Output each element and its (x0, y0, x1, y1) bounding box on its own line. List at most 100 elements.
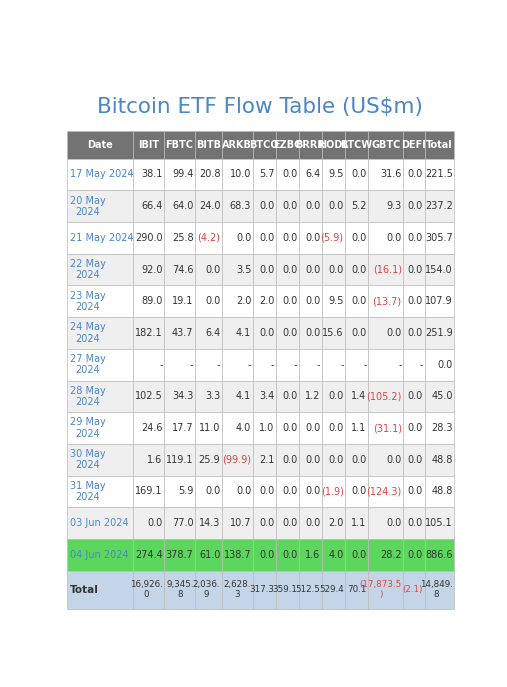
Bar (133, 571, 164, 609)
Bar (195, 285, 222, 317)
Bar (253, 222, 276, 254)
Bar (403, 571, 425, 609)
Bar (195, 539, 222, 571)
Text: 48.8: 48.8 (431, 486, 453, 497)
Bar (345, 317, 368, 349)
Bar (253, 131, 276, 159)
Text: 0.0: 0.0 (386, 455, 402, 464)
Text: 0.0: 0.0 (408, 201, 423, 211)
Bar (368, 444, 403, 475)
Text: 4.1: 4.1 (236, 328, 251, 338)
Text: -: - (420, 360, 423, 370)
Text: 0.0: 0.0 (408, 233, 423, 243)
Bar (133, 349, 164, 381)
Bar (164, 349, 195, 381)
Text: Total: Total (426, 140, 453, 150)
Bar (425, 285, 454, 317)
Bar (368, 159, 403, 190)
Text: 0.0: 0.0 (408, 518, 423, 528)
Text: 92.0: 92.0 (141, 264, 163, 275)
Bar (253, 412, 276, 444)
Text: 0.0: 0.0 (259, 518, 274, 528)
Bar (253, 507, 276, 539)
Text: 0.0: 0.0 (408, 423, 423, 433)
Text: 0.0: 0.0 (282, 296, 298, 306)
Text: 38.1: 38.1 (141, 170, 163, 179)
Text: -: - (271, 360, 274, 370)
Text: 0.0: 0.0 (351, 455, 367, 464)
Bar (403, 131, 425, 159)
Text: -: - (217, 360, 221, 370)
Bar (322, 349, 345, 381)
Text: 29 May
2024: 29 May 2024 (69, 418, 105, 439)
Text: BRRR: BRRR (296, 140, 325, 150)
Bar (222, 444, 253, 475)
Bar (253, 571, 276, 609)
Text: 03 Jun 2024: 03 Jun 2024 (69, 518, 128, 528)
Bar (276, 159, 299, 190)
Bar (164, 475, 195, 507)
Bar (322, 317, 345, 349)
Text: 0.0: 0.0 (282, 328, 298, 338)
Bar (425, 159, 454, 190)
Bar (322, 444, 345, 475)
Text: 74.6: 74.6 (172, 264, 194, 275)
Text: BTCW: BTCW (341, 140, 373, 150)
Bar (222, 475, 253, 507)
Text: 0.0: 0.0 (408, 455, 423, 464)
Bar (299, 190, 322, 222)
Bar (299, 317, 322, 349)
Text: 1.1: 1.1 (351, 423, 367, 433)
Bar (67, 254, 133, 285)
Bar (67, 475, 133, 507)
Text: 0.0: 0.0 (305, 486, 320, 497)
Text: 2.1: 2.1 (259, 455, 274, 464)
Text: 0.0: 0.0 (282, 392, 298, 401)
Bar (133, 317, 164, 349)
Text: 0.0: 0.0 (282, 264, 298, 275)
Bar (403, 412, 425, 444)
Bar (222, 254, 253, 285)
Text: 0.0: 0.0 (408, 264, 423, 275)
Bar (403, 475, 425, 507)
Text: 0.0: 0.0 (408, 170, 423, 179)
Text: 0.0: 0.0 (205, 296, 221, 306)
Bar (322, 190, 345, 222)
Text: 61.0: 61.0 (199, 550, 221, 560)
Bar (403, 507, 425, 539)
Bar (276, 190, 299, 222)
Bar (345, 131, 368, 159)
Bar (322, 222, 345, 254)
Bar (67, 131, 133, 159)
Bar (425, 539, 454, 571)
Text: 0.0: 0.0 (305, 233, 320, 243)
Text: 221.5: 221.5 (425, 170, 453, 179)
Text: 290.0: 290.0 (135, 233, 163, 243)
Bar (67, 571, 133, 609)
Bar (276, 349, 299, 381)
Bar (322, 254, 345, 285)
Bar (403, 444, 425, 475)
Bar (403, 349, 425, 381)
Bar (67, 381, 133, 412)
Text: 169.1: 169.1 (135, 486, 163, 497)
Text: 0.0: 0.0 (305, 518, 320, 528)
Text: 5.9: 5.9 (178, 486, 194, 497)
Text: 529.4: 529.4 (319, 585, 344, 594)
Text: 0.0: 0.0 (259, 328, 274, 338)
Bar (425, 349, 454, 381)
Text: 9.5: 9.5 (328, 170, 344, 179)
Bar (253, 285, 276, 317)
Text: 45.0: 45.0 (431, 392, 453, 401)
Bar (425, 222, 454, 254)
Bar (164, 444, 195, 475)
Text: EZBC: EZBC (273, 140, 302, 150)
Bar (253, 539, 276, 571)
Bar (403, 254, 425, 285)
Text: 0.0: 0.0 (386, 233, 402, 243)
Text: 0.0: 0.0 (236, 233, 251, 243)
Bar (164, 571, 195, 609)
Text: 0.0: 0.0 (386, 328, 402, 338)
Text: 28 May
2024: 28 May 2024 (69, 386, 105, 407)
Text: 2.0: 2.0 (259, 296, 274, 306)
